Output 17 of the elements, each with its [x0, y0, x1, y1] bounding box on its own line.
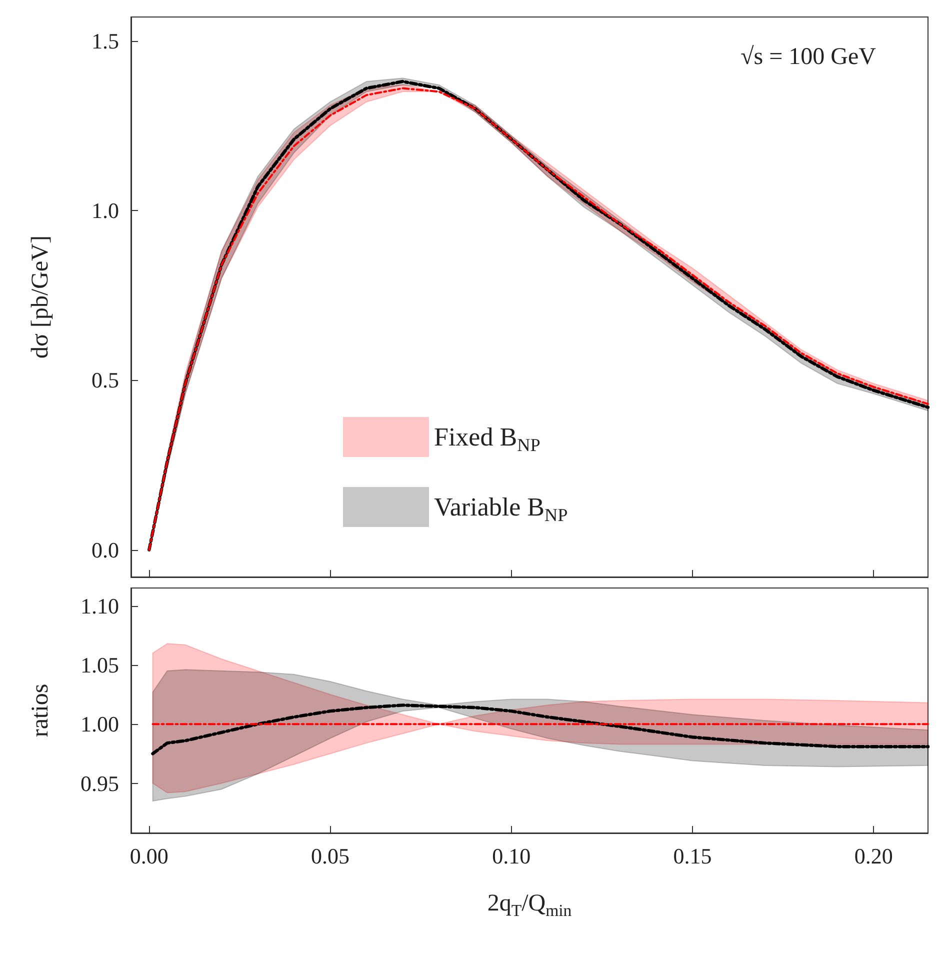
y-tick-label: 0.0	[92, 537, 119, 562]
y-tick-label: 1.5	[92, 28, 119, 54]
y-tick-label: 1.00	[80, 712, 119, 737]
y-tick-label: 1.0	[92, 198, 119, 223]
y-tick-label: 0.95	[80, 770, 119, 796]
y-axis-title: ratios	[27, 684, 54, 738]
y-tick-label: 1.05	[80, 652, 119, 678]
annotation: √s = 100 GeV	[740, 44, 877, 70]
y-axis-title: dσ [pb/GeV]	[27, 236, 54, 358]
line-series	[151, 704, 930, 756]
x-tick-label: 0.20	[854, 844, 893, 868]
x-tick-label: 0.15	[673, 844, 712, 868]
x-tick-label: 0.05	[311, 844, 350, 868]
y-tick-label: 1.10	[80, 593, 119, 618]
x-tick-label: 0.10	[492, 844, 531, 868]
x-tick-label: 0.00	[130, 844, 168, 868]
y-tick-label: 0.5	[92, 368, 119, 393]
